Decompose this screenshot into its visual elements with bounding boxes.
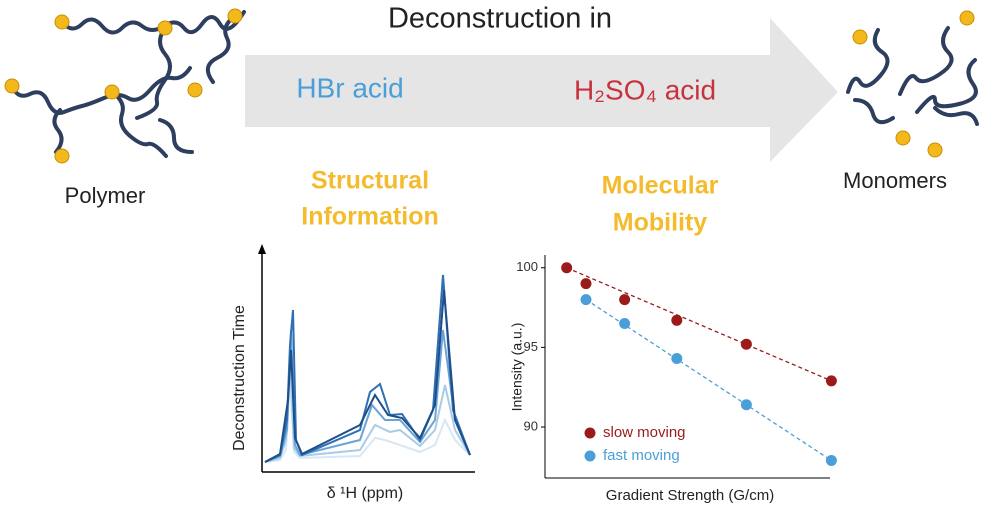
acid-label: HBr acid: [296, 72, 403, 103]
point: [671, 314, 683, 326]
legend-label: fast moving: [603, 447, 680, 464]
point: [825, 375, 837, 387]
process-arrow: [245, 18, 838, 162]
y-tick-label: 100: [516, 259, 538, 274]
polymer-label: Polymer: [65, 183, 146, 208]
monomers-icon: [846, 10, 979, 158]
heading: Structural: [311, 167, 429, 195]
nmr-spectrum: [258, 244, 475, 473]
point: [619, 294, 631, 306]
point: [740, 338, 752, 350]
legend-marker: [584, 450, 596, 462]
polymer-icon: [4, 8, 246, 164]
point: [825, 454, 837, 466]
point: [580, 278, 592, 290]
heading: Molecular: [602, 172, 719, 200]
point: [561, 262, 573, 274]
spectrum-x-label: δ ¹H (ppm): [327, 485, 403, 502]
x-axis-label: Gradient Strength (G/cm): [606, 487, 774, 504]
monomers-label: Monomers: [843, 168, 947, 193]
legend-marker: [584, 427, 596, 439]
legend-label: slow moving: [603, 424, 686, 441]
title: Deconstruction in: [388, 3, 612, 35]
heading: Information: [301, 203, 439, 231]
y-axis-label: Intensity (a.u.): [509, 323, 525, 412]
point: [619, 317, 631, 329]
acid-label: H₂SO₄ acid: [574, 74, 716, 105]
spectrum-y-label: Deconstruction Time: [231, 305, 248, 451]
point: [671, 353, 683, 365]
heading: Mobility: [613, 209, 708, 237]
point: [740, 399, 752, 411]
y-tick-label: 90: [524, 418, 538, 433]
fit-line: [566, 267, 832, 382]
y-tick-label: 95: [524, 339, 538, 354]
point: [580, 294, 592, 306]
